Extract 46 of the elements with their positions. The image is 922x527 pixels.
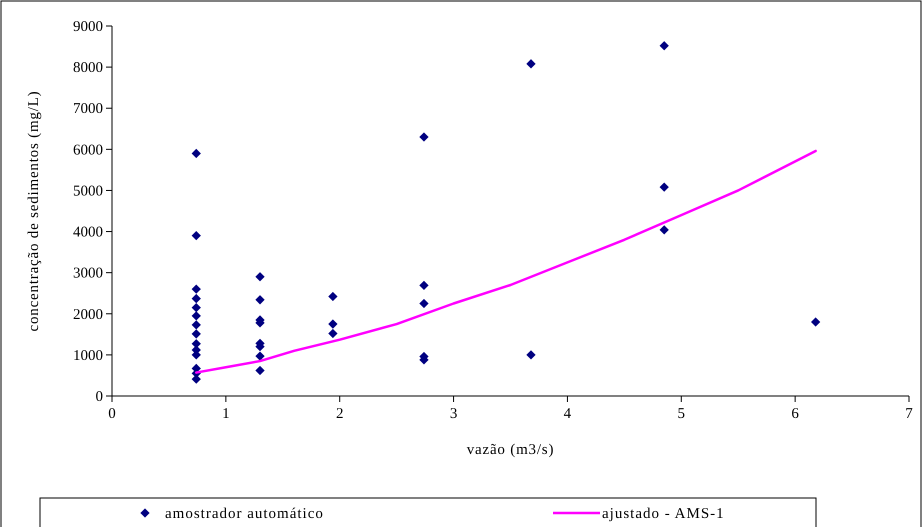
point <box>255 351 265 361</box>
y-tick-label: 6000 <box>73 142 103 158</box>
legend-label: amostrador automático <box>165 506 324 522</box>
x-tick-label: 6 <box>791 406 800 422</box>
point <box>192 284 201 294</box>
point <box>660 225 669 235</box>
x-tick-label: 5 <box>678 406 686 422</box>
point <box>192 231 201 240</box>
x-tick-label: 1 <box>222 406 230 422</box>
point <box>192 329 201 339</box>
y-tick-label: 5000 <box>73 183 103 200</box>
x-tick-label: 7 <box>905 406 914 422</box>
x-tick-label: 3 <box>450 406 458 422</box>
y-tick-label: 2000 <box>73 306 103 323</box>
y-tick-label: 0 <box>96 389 103 405</box>
y-tick-label: 8000 <box>73 60 103 76</box>
point <box>192 294 201 304</box>
point <box>419 298 429 308</box>
point <box>526 59 536 68</box>
point <box>526 350 536 360</box>
x-tick-label: 0 <box>108 406 116 422</box>
y-tick-label: 7000 <box>73 101 103 118</box>
point <box>192 311 201 320</box>
y-tick-label: 4000 <box>73 224 103 241</box>
x-tick-label: 2 <box>336 406 344 422</box>
point <box>419 280 429 290</box>
y-tick-label: 3000 <box>73 266 103 282</box>
point <box>192 320 201 330</box>
point <box>328 328 338 338</box>
point <box>255 366 265 376</box>
point <box>419 132 429 142</box>
point <box>255 272 265 282</box>
point <box>192 302 201 312</box>
point <box>192 148 201 158</box>
y-tick-label: 1000 <box>73 348 103 364</box>
legend-label: ajustado - AMS-1 <box>602 506 725 522</box>
point <box>660 182 669 192</box>
point <box>328 292 338 302</box>
x-tick-label: 4 <box>564 406 572 422</box>
y-axis-title: concentração de sedimentos (mg/L) <box>26 90 42 332</box>
point <box>255 295 265 304</box>
point <box>810 317 820 327</box>
point <box>328 319 338 329</box>
point <box>660 41 669 50</box>
x-axis-title: vazão (m3/s) <box>466 442 554 458</box>
y-tick-label: 9000 <box>73 19 103 35</box>
